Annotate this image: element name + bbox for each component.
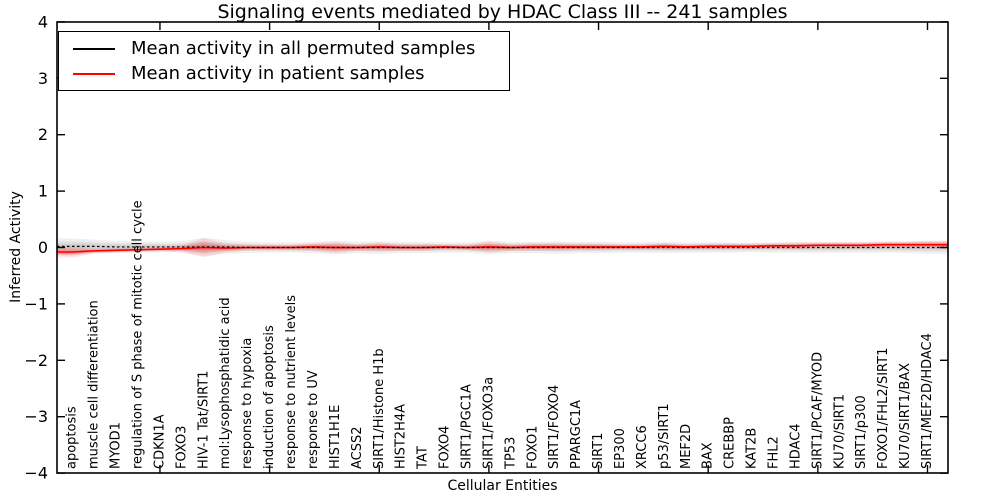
x-tick-label: PPARGC1A [569, 400, 584, 469]
x-tick-label: BAX [701, 442, 716, 469]
x-tick-label: CDKN1A [152, 414, 167, 469]
x-tick-label: FHL2 [766, 436, 781, 469]
x-tick-label: EP300 [613, 428, 628, 469]
svg-text:−1: −1 [24, 294, 48, 313]
x-tick-label: XRCC6 [635, 425, 650, 469]
svg-text:4: 4 [38, 12, 48, 31]
legend-label-permuted: Mean activity in all permuted samples [131, 38, 476, 59]
x-tick-label: CREBBP [723, 417, 738, 469]
x-tick-label: HDAC4 [788, 423, 803, 469]
legend-line-permuted-icon [73, 47, 115, 50]
x-tick-label: response to UV [306, 370, 321, 469]
x-axis-label: Cellular Entities [447, 478, 558, 494]
x-tick-label: SIRT1/PGC1A [459, 384, 474, 469]
x-tick-label: HIST2H4A [394, 404, 409, 469]
x-tick-label: apoptosis [65, 406, 80, 469]
x-tick-label: KU70/SIRT1/BAX [898, 363, 913, 469]
svg-text:3: 3 [38, 69, 48, 88]
x-tick-label: SIRT1/FOXO3a [481, 377, 496, 469]
x-tick-label: SIRT1/FOXO4 [547, 385, 562, 469]
x-tick-label: regulation of S phase of mitotic cell cy… [131, 200, 146, 469]
x-tick-label: TAT [416, 446, 431, 470]
x-tick-label: TP53 [503, 437, 518, 470]
x-tick-label: SIRT1/MEF2D/HDAC4 [920, 333, 935, 469]
x-tick-label: SIRT1 [591, 433, 606, 469]
legend: Mean activity in all permuted samples Me… [58, 31, 510, 91]
x-tick-label: MEF2D [679, 424, 694, 469]
svg-text:1: 1 [38, 182, 48, 201]
x-tick-label: HIST1H1E [328, 405, 343, 469]
x-tick-label: SIRT1/PCAF/MYOD [810, 352, 825, 469]
legend-label-patient: Mean activity in patient samples [131, 63, 425, 84]
svg-text:−4: −4 [24, 464, 48, 483]
legend-line-patient-icon [73, 72, 115, 75]
x-tick-label: MYOD1 [109, 422, 124, 469]
x-tick-label: response to nutrient levels [284, 295, 299, 469]
svg-text:−3: −3 [24, 407, 48, 426]
x-tick-label: FOXO3 [174, 426, 189, 469]
y-axis-label: Inferred Activity [8, 191, 24, 303]
x-tick-label: HIV-1 Tat/SIRT1 [196, 371, 211, 469]
x-tick-label: KAT2B [745, 428, 760, 469]
svg-text:0: 0 [38, 238, 48, 257]
chart-title: Signaling events mediated by HDAC Class … [217, 1, 788, 23]
x-tick-label: ACSS2 [350, 426, 365, 469]
legend-entry-patient: Mean activity in patient samples [59, 61, 509, 86]
x-tick-label: FOXO1 [525, 426, 540, 469]
x-tick-label: SIRT1/Histone H1b [372, 348, 387, 469]
x-tick-label: muscle cell differentiation [87, 300, 102, 469]
x-tick-label: mol:Lysophosphatidic acid [218, 297, 233, 469]
svg-text:2: 2 [38, 125, 48, 144]
x-tick-label: response to hypoxia [240, 338, 255, 469]
x-tick-label: FOXO4 [438, 426, 453, 469]
svg-text:−2: −2 [24, 351, 48, 370]
x-tick-label: KU70/SIRT1 [832, 394, 847, 469]
x-tick-label: SIRT1/p300 [854, 395, 869, 469]
x-tick-label: p53/SIRT1 [657, 403, 672, 469]
x-tick-label: induction of apoptosis [262, 325, 277, 469]
legend-entry-permuted: Mean activity in all permuted samples [59, 36, 509, 61]
x-tick-label: FOXO1/FHL2/SIRT1 [876, 348, 891, 469]
